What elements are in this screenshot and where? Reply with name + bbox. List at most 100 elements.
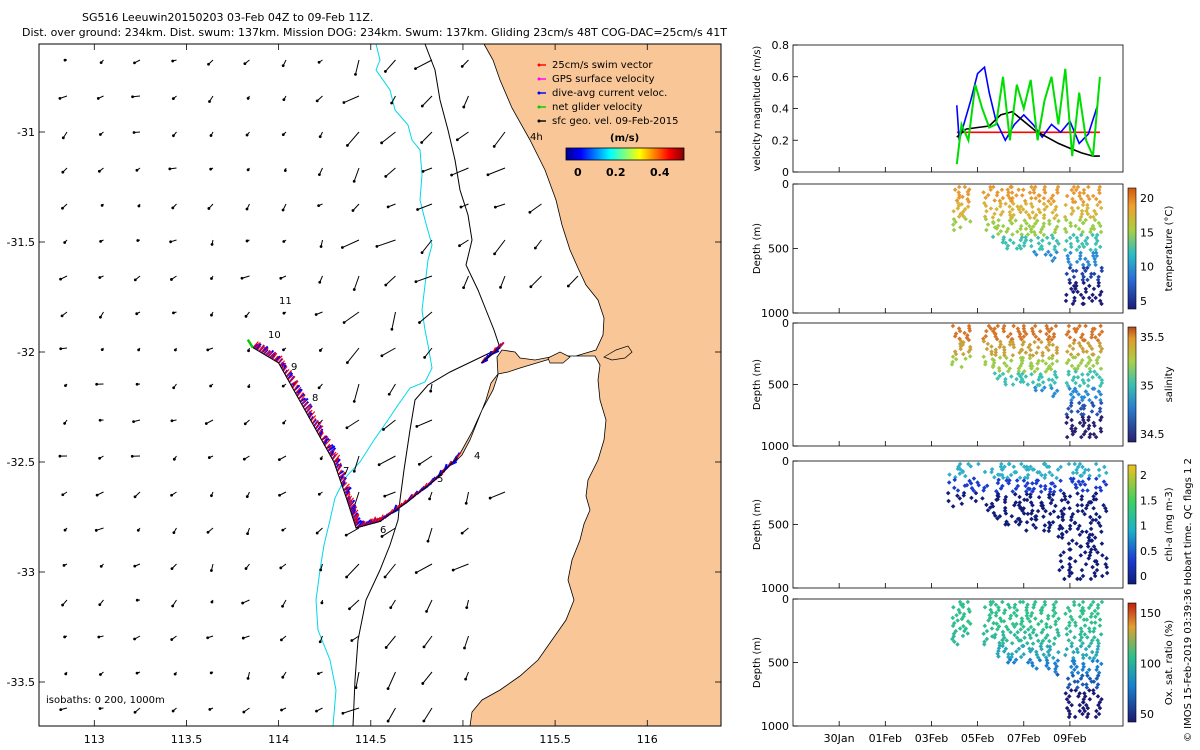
profile-point [1082,708,1088,714]
profile-point [1098,400,1104,406]
profile-point [1045,613,1051,619]
swim-vector [367,518,374,526]
profile-point [1080,711,1085,717]
current-arrow-head [529,285,533,289]
profile-point [1080,262,1086,268]
profile-point [1080,397,1085,403]
current-arrow-head [380,535,384,538]
current-arrow-head [318,173,321,177]
current-arrow-head [420,104,424,108]
profile-point [1095,238,1100,244]
profile-point [1068,547,1073,552]
colorbar-tick: 0 [1140,570,1147,583]
current-arrow-head [282,421,286,425]
profile-point [1069,400,1074,406]
y-tick-label: 1000 [761,440,789,453]
profile-point [1009,513,1015,519]
current-arrow-head [278,493,281,497]
current-arrow-head [208,100,211,103]
swim-vector [346,493,351,500]
profile-point [955,642,960,647]
profile-point [1075,375,1081,380]
current-arrow [451,167,469,176]
current-arrow [495,203,506,208]
profile-point [1065,500,1071,505]
profile-point [1070,346,1076,352]
current-arrow-head [62,563,66,567]
profile-point [1049,356,1055,361]
profile-point [1033,212,1039,218]
profile-point [1090,375,1095,380]
profile-point [957,471,963,476]
profile-point [1067,526,1073,532]
profile-point [1024,331,1029,337]
current-arrow-head [380,354,384,358]
profile-point [1024,605,1029,610]
profile-point [1074,389,1079,394]
profile-point [1017,331,1023,337]
current-arrow-head [240,276,244,280]
profile-point [1037,210,1043,215]
swim-vector [324,438,331,446]
profile-point [1064,697,1070,702]
current-arrow-head [209,134,213,137]
profile-point [1087,532,1093,538]
profile-point [981,488,986,493]
profile-point [1053,227,1058,232]
profile-point [1048,481,1054,486]
velocity-series-2 [956,110,1100,157]
profile-point [1050,377,1055,383]
profile-point [1054,250,1059,255]
profile-point [961,623,966,629]
profile-point [1074,259,1080,265]
profile-point [1016,522,1022,527]
profile-point [1089,298,1095,304]
current-arrow [345,527,360,536]
profile-point [1037,193,1042,198]
profile-point [1027,223,1032,229]
profile-point [1089,409,1095,414]
current-arrow-head [279,276,283,280]
legend-swatch-head [537,91,541,95]
profile-point [1002,352,1007,358]
profile-point [1068,352,1074,357]
profile-point [1014,376,1019,382]
current-arrow-head [208,707,212,711]
current-arrow-head [98,456,102,460]
profile-point [1085,265,1090,271]
profile-point [1027,352,1033,358]
current-arrow-head [429,389,433,393]
current-arrow-head [383,494,387,498]
current-arrow-head [318,135,322,139]
legend-swatch-head [537,119,541,123]
profile-point [1087,397,1092,403]
profile-point [1066,461,1072,467]
profile-point [1034,350,1039,356]
profile-point [992,371,998,376]
profile-point [1052,484,1058,489]
current-arrow-head [169,240,173,244]
day-label: 10 [268,330,281,341]
profile-point [1091,691,1097,696]
profile-point [1054,388,1060,394]
profile-point [1071,394,1076,400]
profile-point [1101,479,1107,484]
colorbar-label: temperature (°C) [1164,205,1175,291]
profile-point [1092,326,1097,332]
profile-point [1093,250,1099,256]
profile-point [1000,599,1005,605]
swim-vector [344,486,351,494]
profile-point [1042,486,1048,492]
x-tick-label: 05Feb [961,732,994,745]
current-arrow-head [99,61,103,64]
current-arrow-head [168,167,172,171]
profile-point [1079,497,1084,502]
current-arrow-head [95,493,99,497]
profile-point [1024,528,1029,533]
swim-vector [265,350,271,356]
current-arrow [355,671,360,688]
swim-vector [371,516,377,524]
profile-point [1053,599,1059,605]
profile-point [995,491,1001,497]
profile-point [1066,259,1071,265]
